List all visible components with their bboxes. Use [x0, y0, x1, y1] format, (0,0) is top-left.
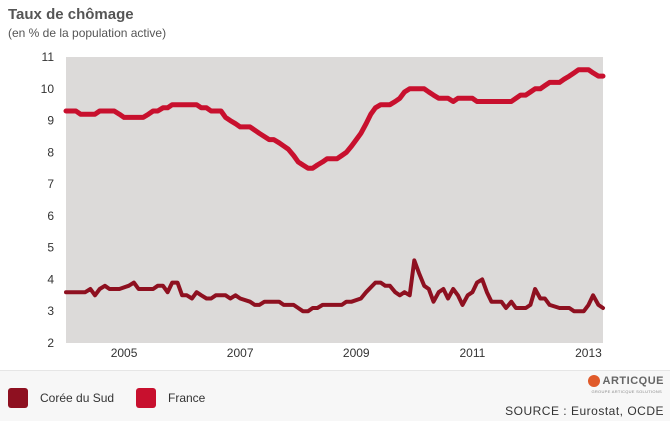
logo-tagline: GROUPE ARTICQUE SOLUTIONS: [591, 389, 662, 394]
x-axis: 2005 2007 2009 2011 2013: [111, 346, 602, 360]
chart-subtitle: (en % de la population active): [8, 26, 167, 40]
x-tick-label: 2007: [227, 346, 254, 360]
y-tick-label: 4: [47, 272, 54, 286]
series-line-coree-du-sud: [64, 258, 605, 314]
y-tick-label: 3: [47, 304, 54, 318]
articque-logo-icon: [587, 375, 600, 387]
legend-label-france: France: [168, 391, 206, 405]
source-note: SOURCE : Eurostat, OCDE: [505, 404, 664, 418]
chart-title: Taux de chômage: [8, 6, 134, 23]
series-line-france: [63, 67, 606, 171]
legend-item-france: France: [136, 388, 205, 408]
legend-swatch-france: [136, 388, 156, 408]
y-tick-label: 6: [47, 209, 54, 223]
legend-label-coree-du-sud: Corée du Sud: [40, 391, 115, 405]
chart-footer: Corée du Sud France ARTICQUE GROUPE ARTI…: [0, 370, 670, 421]
x-tick-label: 2011: [459, 346, 485, 360]
y-tick-label: 2: [47, 336, 54, 350]
y-tick-label: 10: [41, 82, 55, 96]
legend-swatch-coree-du-sud: [8, 388, 28, 408]
x-tick-label: 2005: [111, 346, 138, 360]
x-tick-label: 2009: [343, 346, 370, 360]
plot-area: [66, 57, 603, 343]
legend-item-coree-du-sud: Corée du Sud: [8, 388, 114, 408]
x-tick-label: 2013: [575, 346, 602, 360]
series-lines: [63, 67, 606, 314]
articque-logo: ARTICQUE: [587, 375, 664, 387]
line-chart: 2 3 4 5 6 7 8 9 10 11 2005 2007 2009 2011 2013: [41, 50, 606, 360]
y-tick-label: 7: [47, 177, 54, 191]
logo-name: ARTICQUE: [602, 375, 664, 387]
y-tick-label: 9: [47, 114, 54, 128]
y-axis: 2 3 4 5 6 7 8 9 10 11: [41, 50, 55, 350]
y-tick-label: 5: [47, 241, 54, 255]
y-tick-label: 11: [42, 50, 55, 64]
y-tick-label: 8: [47, 145, 54, 159]
